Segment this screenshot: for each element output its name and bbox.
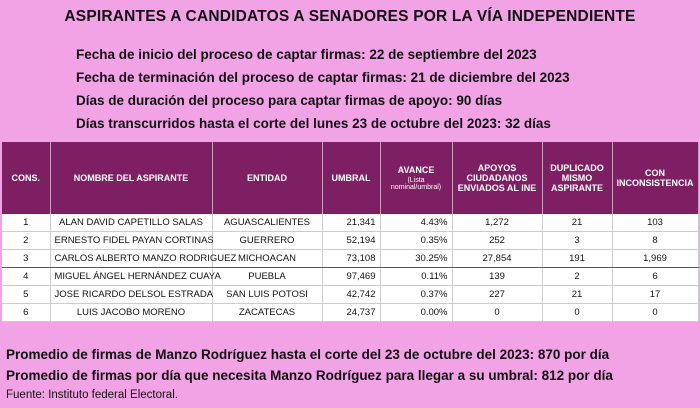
- column-header: NOMBRE DEL ASPIRANTE: [50, 142, 213, 214]
- source: Fuente: Instituto federal Electoral.: [6, 389, 178, 401]
- cell: 0: [452, 303, 543, 322]
- cell: ZACATECAS: [212, 303, 323, 322]
- cell: ALAN DAVID CAPETILLO SALAS: [50, 214, 213, 232]
- column-label: UMBRAL: [331, 173, 371, 183]
- cell: 1,272: [452, 214, 543, 232]
- cell: 4.43%: [380, 214, 453, 232]
- cell: 97,469: [322, 267, 381, 286]
- row: 5 JOSE RICARDO DELSOL ESTRADA SAN LUIS POT…: [2, 285, 699, 304]
- footer-line: Promedio de firmas de Manzo Rodríguez ha…: [6, 347, 610, 362]
- footer-line: Promedio de firmas por día que necesita …: [6, 368, 613, 383]
- column-label: CONS.: [11, 173, 40, 183]
- cell: CARLOS ALBERTO MANZO RODRIGUEZ: [50, 249, 236, 268]
- cell: 1,969: [612, 249, 699, 268]
- cell: ERNESTO FIDEL PAYAN CORTINAS: [50, 231, 214, 250]
- column-sublabel: (Lista nominal/umbral): [390, 177, 442, 191]
- cell: 5: [2, 285, 51, 304]
- cell: 0: [612, 303, 699, 322]
- cell: 0.00%: [380, 303, 453, 322]
- cell: 21,341: [322, 214, 381, 232]
- cell: 3: [2, 249, 51, 268]
- cell: JOSE RICARDO DELSOL ESTRADA: [50, 285, 213, 304]
- row: 4 MIGUEL ÁNGEL HERNÁNDEZ CUAYA PUEBLA 97,46…: [2, 267, 699, 286]
- cell: 4: [2, 267, 51, 286]
- cell: 21: [542, 214, 613, 232]
- cell: 6: [612, 267, 699, 286]
- title: ASPIRANTES A CANDIDATOS A SENADORES POR …: [64, 8, 636, 25]
- cell: 52,194: [322, 231, 381, 250]
- cell: 252: [452, 231, 543, 250]
- cell: 21: [542, 285, 613, 304]
- cell: 3: [542, 231, 613, 250]
- cell: MICHOACAN: [212, 249, 323, 268]
- cell: LUIS JACOBO MORENO: [50, 303, 213, 322]
- cell: 8: [612, 231, 699, 250]
- column-header: DUPLICADO MISMO ASPIRANTE: [542, 142, 613, 214]
- column-label: DUPLICADO MISMO ASPIRANTE: [550, 163, 604, 193]
- cell: 27,854: [452, 249, 543, 268]
- row: 3 CARLOS ALBERTO MANZO RODRIGUEZ MICHOACAN…: [2, 249, 699, 268]
- cell: MIGUEL ÁNGEL HERNÁNDEZ CUAYA: [50, 267, 221, 286]
- column-header: ENTIDAD: [212, 142, 323, 214]
- cell: SAN LUIS POTOSI: [212, 285, 323, 304]
- cell: 24,737: [322, 303, 381, 322]
- cell: 0: [542, 303, 613, 322]
- column-label: NOMBRE DEL ASPIRANTE: [73, 173, 189, 183]
- cell: 139: [452, 267, 543, 286]
- cell: 2: [2, 231, 51, 250]
- column-header: AVANCE (Lista nominal/umbral): [380, 142, 453, 214]
- cell: 227: [452, 285, 543, 304]
- column-label: AVANCE: [397, 165, 435, 175]
- cell: 6: [2, 303, 51, 322]
- column-header: APOYOS CIUDADANOS ENVIADOS AL INE: [452, 142, 543, 214]
- info-line: Fecha de terminación del proceso de capt…: [76, 70, 570, 85]
- column-header: CON INCONSISTENCIA: [612, 142, 699, 214]
- cell: 0.35%: [380, 231, 453, 250]
- cell: PUEBLA: [212, 267, 323, 286]
- cell: 103: [612, 214, 699, 232]
- cell: 17: [612, 285, 699, 304]
- column-label: ENTIDAD: [247, 173, 287, 183]
- column-label: APOYOS CIUDADANOS ENVIADOS AL INE: [457, 163, 537, 193]
- cell: 42,742: [322, 285, 381, 304]
- row: 1 ALAN DAVID CAPETILLO SALAS AGUASCALIENTE…: [2, 214, 699, 232]
- cell: AGUASCALIENTES: [212, 214, 323, 232]
- column-label: CON INCONSISTENCIA: [616, 168, 694, 188]
- column-header: CONS.: [2, 142, 51, 214]
- info-line: Días de duración del proceso para captar…: [76, 93, 503, 108]
- row: 6 LUIS JACOBO MORENO ZACATECAS 24,737 0.00% 0…: [2, 303, 699, 322]
- cell: 2: [542, 267, 613, 286]
- header-row: CONS. NOMBRE DEL ASPIRANTE ENTIDAD UMBRAL AV…: [2, 142, 699, 214]
- info-line: Días transcurridos hasta el corte del lu…: [76, 116, 551, 131]
- cell: 0.11%: [380, 267, 453, 286]
- cell: GUERRERO: [212, 231, 323, 250]
- cell: 1: [2, 214, 51, 232]
- column-header: UMBRAL: [322, 142, 381, 214]
- cell: 30.25%: [380, 249, 453, 268]
- row: 2 ERNESTO FIDEL PAYAN CORTINAS GUERRERO 52,…: [2, 231, 699, 250]
- table: CONS. NOMBRE DEL ASPIRANTE ENTIDAD UMBRAL AV…: [2, 142, 699, 322]
- info-line: Fecha de inicio del proceso de captar fi…: [76, 47, 537, 62]
- cell: 0.37%: [380, 285, 453, 304]
- cell: 191: [542, 249, 613, 268]
- cell: 73,108: [322, 249, 381, 268]
